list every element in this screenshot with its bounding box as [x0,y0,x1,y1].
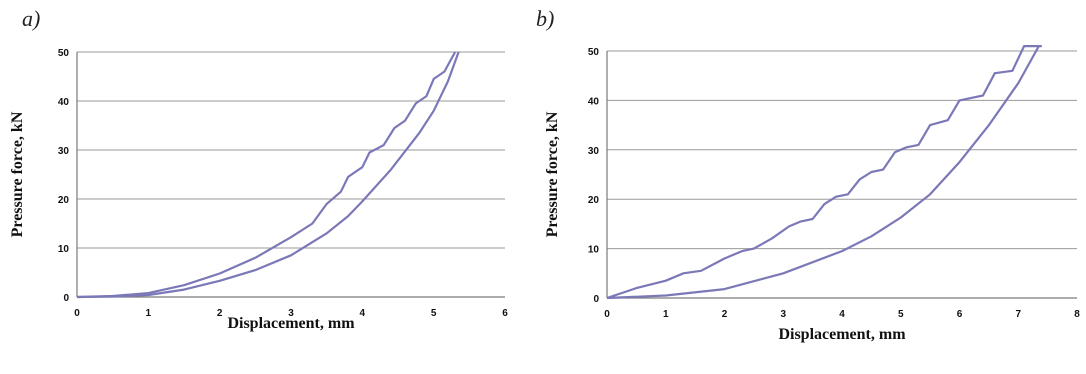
y-tick-label: 40 [588,96,600,107]
x-tick-label: 3 [780,309,786,320]
y-axis-title: Pressure force, kN [544,111,561,237]
y-tick-label: 30 [588,146,600,157]
x-axis-title: Displacement, mm [227,315,355,332]
x-tick-label: 1 [663,309,669,320]
chart-a: 0 10 20 30 40 50 0 1 2 3 4 5 6 Displacement, mm Pressu… [9,48,508,332]
chart-panel-a: a) 0 10 20 30 40 50 0 1 2 3 4 5 6 Displacement, mm Pre… [9,6,508,332]
panel-label-b: b) [536,6,555,31]
y-tick-label: 30 [58,146,70,157]
panel-label-a: a) [22,6,41,31]
x-tick-label: 0 [74,308,80,319]
y-tick-label: 40 [58,97,70,108]
y-tick-label: 50 [588,47,600,58]
x-axis-title: Displacement, mm [778,326,906,343]
x-tick-label: 3 [288,308,294,319]
y-tick-label: 10 [588,245,600,256]
y-tick-label: 50 [58,48,70,59]
x-tick-label: 0 [604,309,610,320]
x-tick-label: 6 [957,309,963,320]
y-tick-label: 10 [58,244,70,255]
series-line-2 [606,45,1040,300]
series-line-1 [606,45,1042,300]
x-tick-label: 1 [146,308,152,319]
x-tick-label: 2 [722,309,728,320]
x-tick-label: 8 [1074,309,1080,320]
y-axis-title: Pressure force, kN [9,111,26,237]
chart-panel-b: b) 0 10 20 30 40 50 0 1 2 3 4 5 6 7 8 Displacement, mm P… [536,0,1086,374]
x-tick-label: 7 [1015,309,1021,320]
series-line-2 [76,51,460,299]
x-tick-label: 5 [431,308,437,319]
x-tick-label: 2 [217,308,223,319]
y-tick-label: 0 [593,294,599,305]
y-tick-label: 20 [58,195,70,206]
x-tick-label: 4 [839,309,845,320]
chart-b: 0 10 20 30 40 50 0 1 2 3 4 5 6 7 8 Displacement, mm Pres… [544,45,1080,343]
series-line-1 [76,51,457,299]
x-tick-label: 6 [502,308,508,319]
y-tick-label: 0 [63,293,69,304]
x-tick-label: 4 [360,308,366,319]
y-tick-label: 20 [588,195,600,206]
x-tick-label: 5 [898,309,904,320]
